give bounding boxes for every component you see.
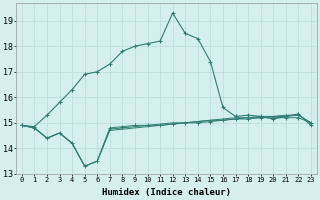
X-axis label: Humidex (Indice chaleur): Humidex (Indice chaleur) [102, 188, 231, 197]
